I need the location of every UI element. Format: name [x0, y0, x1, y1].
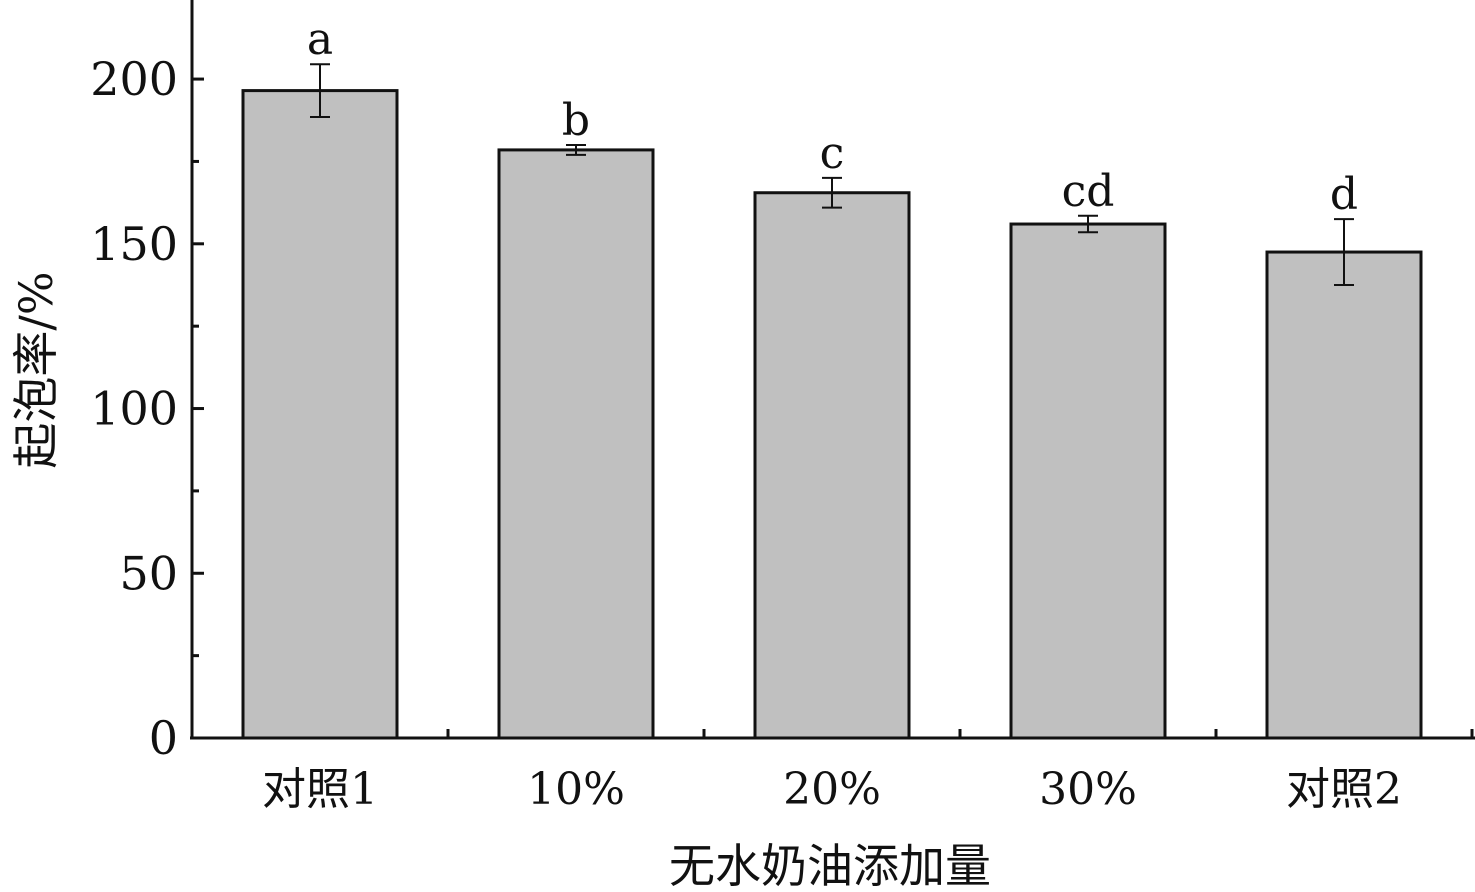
- y-ticks: 0 50 100 150 200: [90, 52, 204, 765]
- x-axis-title: 无水奶油添加量: [669, 839, 991, 892]
- category-label: 对照1: [262, 764, 378, 815]
- category-label: 20%: [783, 764, 881, 815]
- y-tick-label: 0: [149, 711, 178, 765]
- x-ticks: [446, 729, 1474, 738]
- error-bars: [310, 63, 1354, 286]
- bar: [1009, 222, 1167, 740]
- y-tick-label: 200: [90, 52, 178, 106]
- bar: [241, 89, 399, 740]
- significance-label: c: [820, 128, 845, 179]
- bar: [497, 148, 655, 740]
- category-label: 10%: [527, 764, 625, 815]
- bar: [1265, 250, 1423, 740]
- category-label: 对照2: [1286, 764, 1402, 815]
- y-tick-label: 50: [119, 546, 178, 600]
- y-tick-label: 100: [90, 382, 178, 436]
- bar: [753, 191, 911, 740]
- y-tick-label: 150: [90, 217, 178, 271]
- significance-label: b: [562, 95, 590, 146]
- y-axis-title: 起泡率/%: [9, 271, 63, 468]
- significance-label: cd: [1062, 166, 1115, 217]
- category-label: 30%: [1039, 764, 1137, 815]
- category-labels: 对照1 10% 20% 30% 对照2: [262, 764, 1402, 815]
- significance-label: a: [307, 14, 333, 65]
- significance-labels: a b c cd d: [307, 14, 1358, 220]
- significance-label: d: [1330, 169, 1358, 220]
- bars: [241, 89, 1423, 740]
